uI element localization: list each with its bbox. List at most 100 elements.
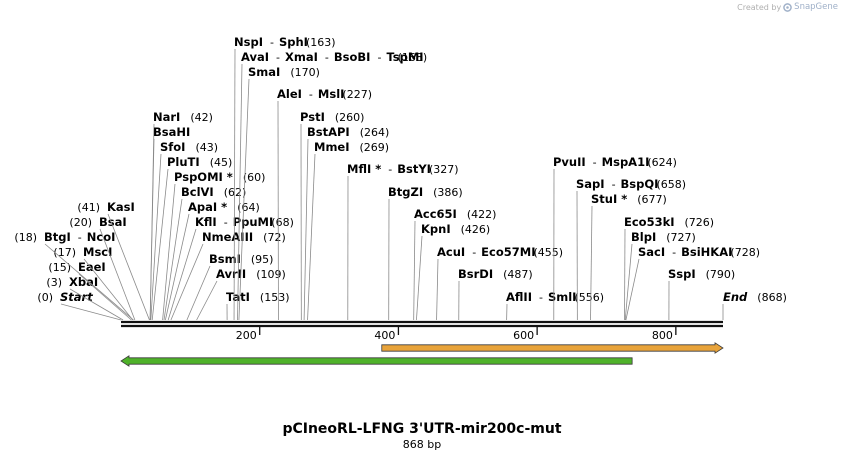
site-avai-group[interactable]: AvaI - XmaI - BsoBI - TspMI(168) [237, 50, 428, 321]
site-position-bsrdi: (487) [503, 268, 533, 281]
site-connector-bclvi [163, 198, 183, 321]
site-sapi-bspqi[interactable]: SapI - BspQI(658) [576, 177, 686, 321]
site-label-kpni: KpnI [421, 222, 451, 236]
site-label-stui: StuI * [591, 192, 627, 206]
site-label-sapi-bspqi: SapI [576, 177, 605, 191]
forward-feature-arrow[interactable] [381, 342, 724, 354]
site-xbai[interactable]: XbaI (3) [46, 275, 124, 321]
site-tati[interactable]: TatI (153) [226, 290, 290, 321]
site-position-smai: (170) [290, 66, 320, 79]
site-saci-bsihkai[interactable]: SacI - BsiHKAI(728) [625, 245, 760, 321]
site-label-psti: PstI [300, 110, 325, 124]
site-sep-mfli-bstyi: - [388, 163, 392, 176]
site-kpni[interactable]: KpnI (426) [416, 222, 490, 321]
site-label-nari: NarI [153, 110, 180, 124]
site-acc65i[interactable]: Acc65I (422) [413, 207, 497, 321]
site-position-end: (868) [757, 291, 787, 304]
feature-arrows [120, 342, 724, 367]
site-start[interactable]: Start (0) [37, 290, 122, 321]
site-eco53ki[interactable]: Eco53kI (726) [624, 215, 714, 321]
site-aflii-smli[interactable]: AflII - SmlI(556) [506, 290, 604, 321]
site-connector-blpi [624, 243, 633, 321]
site-label-avrii: AvrII [216, 267, 246, 281]
site-connector-msci [83, 258, 134, 321]
site-mfli-bstyi[interactable]: MflI * - BstYI(327) [347, 162, 459, 321]
site-bsmi[interactable]: BsmI (95) [186, 252, 274, 321]
site-label-kpni: KpnI [421, 222, 451, 236]
site-label-nari: NarI [153, 110, 180, 124]
site-nmeaiii[interactable]: NmeAIII (72) [170, 230, 286, 321]
site-label-alei-msli: AleI - MslI [277, 87, 344, 101]
site-label-bsmi: BsmI [209, 252, 241, 266]
site-position-btgi-ncoi: (18) [14, 231, 37, 244]
site-mmei[interactable]: MmeI (269) [307, 140, 390, 321]
site-bsai[interactable]: BsaI (20) [69, 215, 136, 321]
site-sep-btgi-ncoi: - [78, 231, 82, 244]
site-acui-eco57mi[interactable]: AcuI - Eco57MI(455) [436, 245, 564, 321]
site-connector-nspi-sphi [233, 48, 236, 321]
site-btgi-ncoi[interactable]: BtgI - NcoI (18) [14, 230, 134, 321]
site-position-alei-msli: (227) [342, 88, 372, 101]
axis-ticks: 200 400 600 800 [236, 326, 677, 342]
site-bclvi[interactable]: BclVI (62) [163, 185, 247, 321]
site-connector-acui-eco57mi [436, 258, 439, 321]
site-label-nspi-sphi: NspI [234, 35, 263, 49]
site-label2-nspi-sphi: SphI [279, 35, 308, 49]
site-sep-aflii-smli: - [539, 291, 543, 304]
site-stui[interactable]: StuI * (677) [590, 192, 667, 321]
site-label-xbai: XbaI [69, 275, 98, 289]
site-bsahi[interactable]: BsaHI [149, 125, 190, 321]
site-label-aflii-smli: AflII - SmlI [506, 290, 576, 304]
site-label-pvuii-mspa1i: PvuII [553, 155, 586, 169]
site-pluti[interactable]: PluTI (45) [151, 155, 233, 321]
site-label-sspi: SspI [668, 267, 696, 281]
site-position-psti: (260) [335, 111, 365, 124]
site-position-start: (0) [37, 291, 53, 304]
site-connector-avai-group [237, 63, 243, 321]
site-sep-avai-group: - [276, 51, 280, 64]
site-eaei[interactable]: EaeI (15) [48, 260, 132, 321]
site-position-bstapi: (264) [360, 126, 390, 139]
site-label2-pvuii-mspa1i: MspA1I [602, 155, 650, 169]
site-btgzi[interactable]: BtgZI (386) [388, 185, 463, 321]
site-sep-alei-msli: - [309, 88, 313, 101]
site-label-acui-eco57mi: AcuI [437, 245, 465, 259]
site-label-bsrdi: BsrDI [458, 267, 493, 281]
site-label2-alei-msli: MslI [318, 87, 345, 101]
site-label-eaei: EaeI [78, 260, 106, 274]
site-connector-sfoi [150, 153, 162, 321]
site-label2-acui-eco57mi: Eco57MI [481, 245, 535, 259]
site-label-blpi: BlpI [631, 230, 656, 244]
site-label-eco53ki: Eco53kI [624, 215, 675, 229]
site-label-eco53ki: Eco53kI [624, 215, 675, 229]
reverse-feature-arrow[interactable] [120, 355, 633, 367]
site-label-kfli-ppumi: KflI [195, 215, 217, 229]
site-label-bsahi: BsaHI [153, 125, 190, 139]
site-alei-msli[interactable]: AleI - MslI(227) [277, 87, 372, 321]
site-label-mmei: MmeI [314, 140, 350, 154]
site-smai[interactable]: SmaI (170) [238, 65, 320, 321]
site-label-start: Start [60, 290, 93, 304]
site-position-bclvi: (62) [224, 186, 247, 199]
site-position-pluti: (45) [210, 156, 233, 169]
site-sspi[interactable]: SspI (790) [668, 267, 735, 321]
site-label-msci: MscI [83, 245, 112, 259]
site-sfoi[interactable]: SfoI (43) [150, 140, 218, 321]
site-blpi[interactable]: BlpI (727) [624, 230, 696, 321]
site-kasi[interactable]: KasI (41) [77, 200, 150, 321]
site-sep-acui-eco57mi: - [472, 246, 476, 259]
site-bstapi[interactable]: BstAPI (264) [303, 125, 390, 321]
site-label-saci-bsihkai: SacI - BsiHKAI [638, 245, 732, 259]
site-psti[interactable]: PstI (260) [300, 110, 365, 321]
site-position-pspomi: (60) [243, 171, 266, 184]
site-connector-kfli-ppumi [167, 228, 197, 321]
site-connector-acc65i [413, 220, 416, 321]
axis-tick-label-400: 400 [374, 329, 395, 342]
site-bsrdi[interactable]: BsrDI (487) [458, 267, 533, 321]
site-pvuii-mspa1i[interactable]: PvuII - MspA1I(624) [553, 155, 677, 321]
site-pspomi[interactable]: PspOMI * (60) [162, 170, 266, 321]
site-apai[interactable]: ApaI * (64) [164, 200, 260, 321]
site-end[interactable]: End (868) [722, 290, 787, 320]
site-label-end: End [723, 290, 748, 304]
site-nspi-sphi[interactable]: NspI - SphI(163) [233, 35, 336, 321]
